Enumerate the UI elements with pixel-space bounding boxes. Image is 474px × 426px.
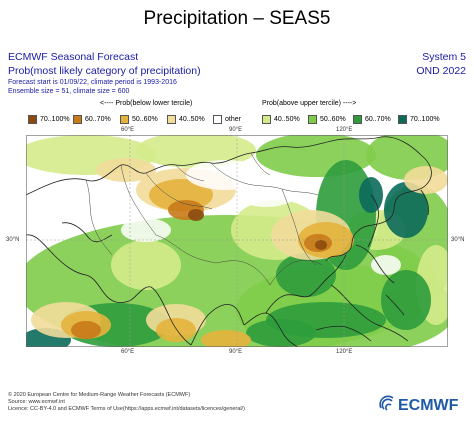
forecast-variable: Prob(most likely category of precipitati… — [8, 65, 201, 77]
probability-region — [384, 182, 428, 238]
legend-label: other — [225, 116, 241, 123]
legend-label: 40..50% — [179, 116, 205, 123]
probability-region — [246, 319, 316, 347]
bottom-tick-60e: 60°E — [121, 349, 135, 355]
ecmwf-logo-icon — [379, 395, 394, 411]
legend-swatch — [353, 115, 362, 124]
probability-region — [315, 240, 327, 250]
probability-region — [201, 330, 251, 347]
legend-below-caption: <---- Prob(below lower tercile) — [100, 100, 193, 107]
forecast-name: ECMWF Seasonal Forecast — [8, 51, 139, 63]
map-frame — [26, 135, 448, 347]
probability-region — [188, 209, 204, 221]
grid-lines — [26, 135, 448, 347]
legend-label: 70..100% — [410, 116, 440, 123]
legend-swatch — [398, 115, 407, 124]
legend-label: 60..70% — [365, 116, 391, 123]
probability-region — [276, 253, 336, 297]
probability-fields — [26, 135, 448, 347]
legend-label: 50..60% — [132, 116, 158, 123]
legend-swatch — [308, 115, 317, 124]
coastlines — [26, 136, 432, 347]
legend-swatch — [262, 115, 271, 124]
ensemble-info: Ensemble size = 51, climate size = 600 — [8, 88, 130, 95]
country-borders — [85, 152, 323, 286]
other-region — [26, 180, 121, 230]
valid-season: OND 2022 — [416, 65, 466, 77]
probability-region — [156, 318, 196, 342]
ecmwf-logo: ECMWF — [379, 395, 459, 414]
legend-swatch — [167, 115, 176, 124]
ecmwf-logo-text: ECMWF — [398, 397, 459, 414]
probability-region — [71, 321, 101, 339]
top-tick-60e: 60°E — [121, 127, 135, 133]
probability-region — [404, 166, 448, 194]
right-tick-30n: 30°N — [451, 237, 465, 243]
probability-region — [111, 240, 181, 290]
probability-region — [96, 158, 156, 182]
legend-label: 60..70% — [85, 116, 111, 123]
legend-swatch — [120, 115, 129, 124]
left-tick-30n: 30°N — [6, 237, 20, 243]
other-region — [371, 255, 401, 275]
top-tick-120e: 120°E — [336, 127, 353, 133]
other-region — [236, 183, 296, 207]
legend-label: 70..100% — [40, 116, 70, 123]
probability-region — [381, 270, 431, 330]
licence-line: Licence: CC-BY-4.0 and ECMWF Terms of Us… — [8, 406, 245, 412]
legend-swatch — [73, 115, 82, 124]
legend-above-caption: Prob(above upper tercile) ----> — [262, 100, 357, 107]
page-title: Precipitation – SEAS5 — [143, 8, 331, 29]
forecast-start-info: Forecast start is 01/09/22, climate peri… — [8, 79, 177, 86]
top-tick-90e: 90°E — [229, 127, 243, 133]
legend-swatch — [28, 115, 37, 124]
bottom-tick-120e: 120°E — [336, 349, 353, 355]
probability-region — [136, 135, 256, 168]
bottom-tick-90e: 90°E — [229, 349, 243, 355]
source-line: Source: www.ecmwf.int — [8, 399, 65, 405]
copyright-line: © 2020 European Centre for Medium-Range … — [8, 392, 191, 398]
legend-label: 40..50% — [274, 116, 300, 123]
legend-label: 50..60% — [320, 116, 346, 123]
system-version: System 5 — [422, 51, 466, 63]
forecast-map — [26, 135, 448, 347]
legend-swatch — [213, 115, 222, 124]
